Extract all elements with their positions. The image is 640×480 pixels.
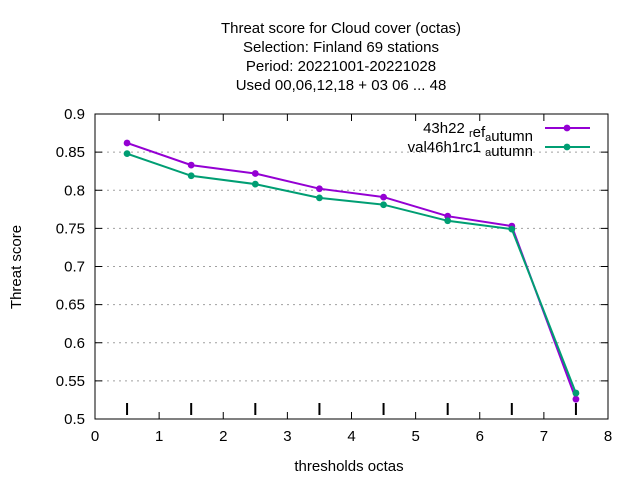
data-point-0-2	[251, 170, 259, 177]
y-tick-label-8: 0.9	[64, 106, 85, 123]
legend-marker-0	[563, 124, 571, 132]
chart-title: Threat score for Cloud cover (octas) Sel…	[221, 20, 461, 94]
y-axis-ticks: 0.5 0.55 0.6 0.65 0.7 0.75 0.8 0.85 0.9	[56, 106, 608, 428]
y-tick-label-3: 0.65	[56, 297, 85, 314]
title-line-2: Selection: Finland 69 stations	[243, 39, 439, 56]
data-point-1-0	[123, 150, 131, 158]
x-tick-label-2: 2	[219, 428, 227, 445]
x-axis-label: thresholds octas	[294, 458, 403, 475]
x-tick-label-6: 6	[476, 428, 484, 445]
data-point-1-5	[444, 217, 452, 225]
y-tick-label-2: 0.6	[64, 335, 85, 352]
x-tick-label-3: 3	[283, 428, 291, 445]
legend-label-1: val46h1rc1 autumn	[408, 139, 533, 160]
x-tick-label-0: 0	[91, 428, 99, 445]
y-tick-label-6: 0.8	[64, 182, 85, 199]
title-line-4: Used 00,06,12,18 + 03 06 ... 48	[236, 77, 447, 94]
data-point-0-1	[187, 161, 195, 169]
y-tick-label-7: 0.85	[56, 144, 85, 161]
title-line-1: Threat score for Cloud cover (octas)	[221, 20, 461, 37]
data-point-1-2	[251, 180, 259, 188]
data-point-0-3	[316, 185, 323, 193]
y-axis-label: Threat score	[8, 225, 25, 309]
legend-label-0: 43h22 refautumn	[423, 120, 533, 145]
data-point-0-4	[380, 193, 387, 201]
x-tick-label-5: 5	[411, 428, 419, 445]
x-tick-label-4: 4	[347, 428, 355, 445]
data-point-1-7	[572, 389, 580, 397]
legend-marker-1	[563, 143, 571, 151]
x-tick-label-8: 8	[604, 428, 612, 445]
data-point-1-1	[187, 172, 195, 180]
title-line-3: Period: 20221001-20221028	[246, 58, 436, 75]
series-line-0	[126, 142, 577, 400]
x-axis-ticks: 0 1 2 3 4 5 6 7 8	[91, 114, 612, 445]
data-point-0-0	[123, 139, 131, 147]
data-point-1-6	[508, 225, 516, 233]
x-tick-label-7: 7	[540, 428, 548, 445]
y-gridlines	[95, 151, 608, 382]
series-lines	[123, 139, 580, 403]
data-point-1-3	[316, 194, 323, 202]
series-line-1	[126, 152, 577, 394]
x-tick-label-1: 1	[155, 428, 163, 445]
y-tick-label-0: 0.5	[64, 411, 85, 428]
sample-marks	[126, 403, 577, 415]
data-point-0-7	[572, 395, 580, 403]
y-tick-label-4: 0.7	[64, 259, 85, 276]
y-tick-label-5: 0.75	[56, 220, 85, 237]
data-point-1-4	[380, 201, 387, 209]
y-tick-label-1: 0.55	[56, 373, 85, 390]
